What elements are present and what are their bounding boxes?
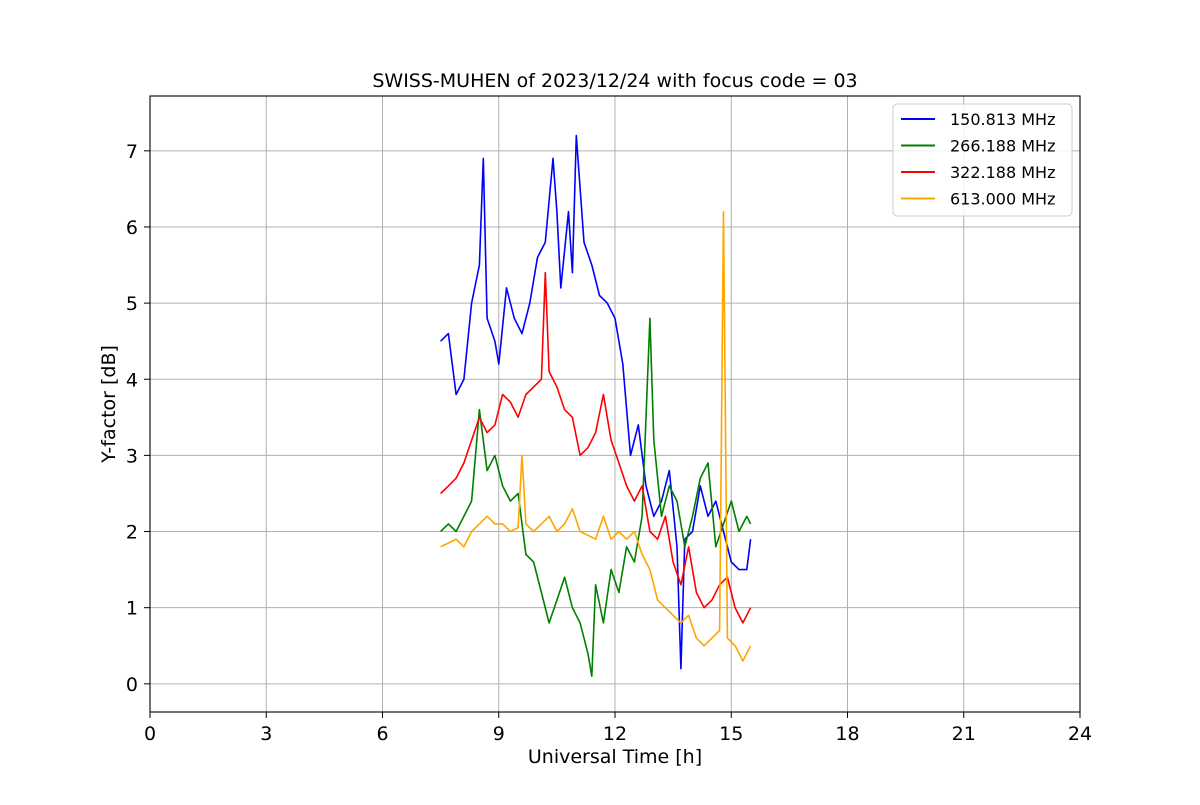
x-tick-label: 3	[260, 723, 272, 745]
legend-label: 613.000 MHz	[950, 190, 1055, 209]
x-tick-label: 6	[376, 723, 388, 745]
x-axis-label: Universal Time [h]	[528, 746, 702, 768]
x-tick-label: 9	[493, 723, 505, 745]
series-line-2	[440, 317, 752, 678]
y-tick-label: 0	[126, 674, 138, 696]
y-axis-label: Y-factor [dB]	[98, 345, 120, 464]
legend-label: 322.188 MHz	[950, 163, 1055, 182]
y-tick-label: 6	[126, 217, 138, 239]
x-tick-label: 21	[952, 723, 976, 745]
x-tick-label: 24	[1068, 723, 1092, 745]
y-tick-label: 4	[126, 369, 138, 391]
y-tick-label: 1	[126, 598, 138, 620]
series-line-3	[440, 271, 752, 624]
y-tick-label: 3	[126, 445, 138, 467]
y-tick-label: 2	[126, 522, 138, 544]
legend-label: 266.188 MHz	[950, 137, 1055, 156]
x-tick-label: 18	[835, 723, 859, 745]
legend: 150.813 MHz 266.188 MHz 322.188 MHz 613.000…	[892, 103, 1073, 217]
y-tick-label: 5	[126, 293, 138, 315]
legend-label: 150.813 MHz	[950, 110, 1055, 129]
y-tick-label: 7	[126, 141, 138, 163]
series-line-1	[440, 134, 752, 670]
x-tick-label: 12	[603, 723, 627, 745]
x-tick-label: 0	[144, 723, 156, 745]
series-layer	[440, 134, 752, 678]
x-tick-label: 15	[719, 723, 743, 745]
chart-title: SWISS-MUHEN of 2023/12/24 with focus cod…	[372, 70, 857, 92]
legend-box	[892, 103, 1073, 217]
series-line-4	[440, 210, 752, 662]
